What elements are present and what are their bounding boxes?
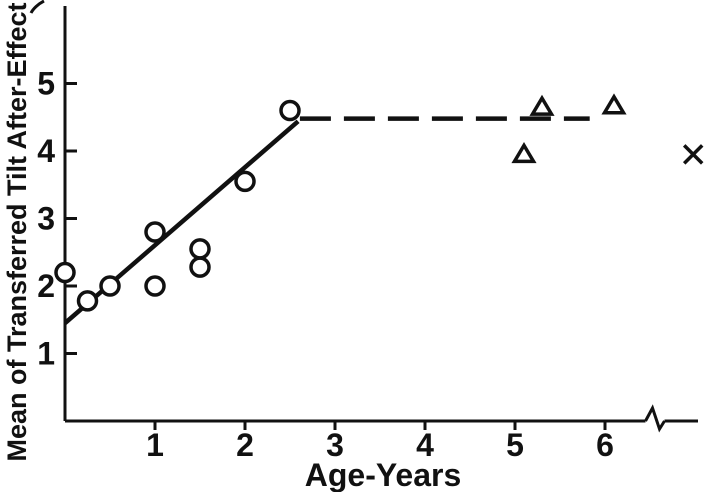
data-point-circle [76, 290, 99, 312]
data-point-circle [144, 275, 166, 297]
x-tick-label: 2 [236, 427, 254, 463]
data-point-triangle [529, 94, 555, 116]
x-axis-title: Age-Years [305, 457, 462, 492]
x-tick-label: 5 [506, 427, 524, 463]
y-tick-label: 3 [37, 201, 55, 237]
data-point-triangle [601, 93, 627, 115]
y-tick-label: 5 [37, 66, 55, 102]
x-tick-label: 6 [596, 427, 614, 463]
x-tick-label: 3 [326, 427, 344, 463]
data-point-circle [234, 170, 256, 193]
y-tick-label: 2 [37, 268, 55, 304]
y-tick-label: 4 [37, 133, 55, 169]
data-point-circle [279, 99, 301, 122]
data-point-circle [189, 256, 211, 278]
x-tick-label: 4 [416, 427, 434, 463]
data-point-triangle [511, 141, 537, 164]
rising-solid-fit [63, 119, 300, 325]
x-tick-label: 1 [146, 427, 164, 463]
data-point-circle [189, 238, 211, 260]
y-tick-label: 1 [37, 336, 55, 372]
data-point-x [682, 144, 704, 165]
y-axis-title: Mean of Transferred Tilt After-Effect [2, 2, 32, 461]
axis-break-icon [644, 404, 666, 433]
data-point-circle [99, 275, 121, 297]
data-point-circle [144, 221, 166, 243]
data-point-circle [54, 261, 76, 284]
cropped-print-artifact [29, 0, 45, 14]
